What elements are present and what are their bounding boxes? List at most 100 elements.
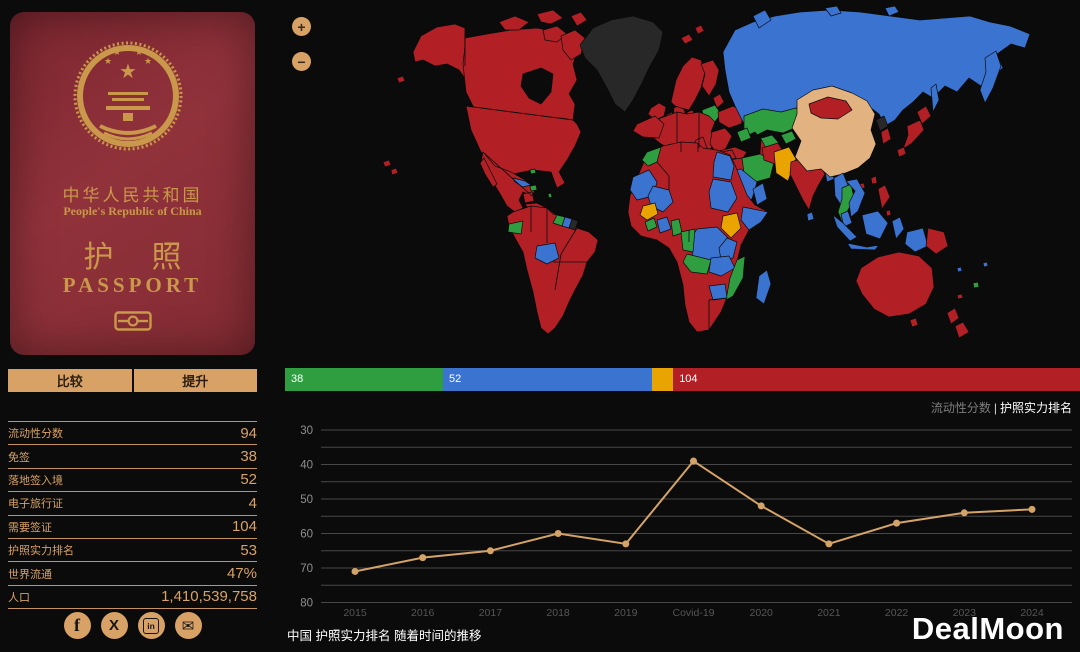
country-angola[interactable] — [682, 253, 712, 275]
chart-point-2022[interactable] — [893, 519, 901, 527]
country-caucasus[interactable] — [736, 127, 752, 143]
country-somalia[interactable] — [740, 206, 769, 231]
country-baltics[interactable] — [712, 93, 725, 109]
country-baja[interactable] — [479, 157, 498, 188]
country-greenland[interactable] — [579, 15, 664, 113]
country-guinea[interactable] — [639, 202, 659, 221]
chart-point-2017[interactable] — [486, 547, 494, 555]
country-kenya[interactable] — [720, 212, 742, 239]
country-balkans[interactable] — [709, 127, 733, 156]
country-yucatan[interactable] — [522, 191, 535, 204]
country-new-zealand-south[interactable] — [954, 321, 970, 339]
country-french-guiana[interactable] — [568, 218, 579, 231]
country-egypt[interactable] — [712, 151, 735, 181]
country-arctic-1[interactable] — [498, 15, 530, 31]
country-australia[interactable] — [855, 251, 935, 318]
country-severnaya[interactable] — [824, 5, 842, 17]
legend-mobility[interactable]: 流动性分数 — [930, 401, 991, 415]
country-iceland[interactable] — [647, 102, 667, 121]
country-vietnam[interactable] — [845, 178, 866, 218]
chart-point-2018[interactable] — [554, 530, 562, 537]
country-south-korea[interactable] — [880, 127, 892, 145]
bar-segment-visa_on_arrival[interactable]: 52 — [443, 368, 653, 391]
country-kyrgyzstan[interactable] — [780, 130, 797, 145]
country-west-papua[interactable] — [904, 227, 929, 253]
country-mozambique[interactable] — [725, 255, 746, 301]
country-java[interactable] — [846, 242, 880, 251]
country-fiji[interactable] — [972, 281, 980, 289]
country-hispaniola[interactable] — [529, 184, 538, 192]
bar-segment-eta[interactable] — [652, 368, 674, 391]
country-sierra-leone[interactable] — [644, 217, 658, 232]
country-hawaii[interactable] — [382, 159, 392, 168]
linkedin-icon[interactable]: in — [137, 612, 165, 639]
chart-point-2016[interactable] — [419, 554, 427, 562]
country-arctic-2[interactable] — [536, 9, 564, 25]
country-finland[interactable] — [700, 59, 720, 97]
country-baffin[interactable] — [560, 29, 586, 61]
country-gabon-congo[interactable] — [680, 228, 696, 253]
country-new-siberian[interactable] — [884, 5, 900, 17]
country-aleutian-1[interactable] — [396, 75, 406, 84]
chart-point-Covid-19[interactable] — [690, 457, 697, 465]
chart-point-2015[interactable] — [351, 567, 359, 575]
chart-point-2019[interactable] — [622, 540, 630, 548]
country-philippines[interactable] — [877, 184, 891, 210]
bar-segment-visa_free[interactable]: 38 — [285, 368, 443, 391]
country-kamchatka[interactable] — [979, 50, 1002, 104]
country-tasmania[interactable] — [909, 317, 919, 328]
country-hudson-bay[interactable] — [520, 67, 554, 105]
country-svalbard-2[interactable] — [694, 24, 705, 35]
chart-point-2020[interactable] — [757, 502, 765, 510]
x-twitter-icon[interactable]: X — [100, 612, 128, 639]
svg-text:★: ★ — [104, 56, 112, 66]
country-sumatra[interactable] — [832, 214, 858, 242]
map-zoom-out-button[interactable]: − — [292, 52, 311, 71]
country-kyushu[interactable] — [896, 146, 907, 158]
country-hawaii-2[interactable] — [390, 167, 399, 176]
country-ecuador[interactable] — [507, 220, 524, 235]
map-zoom-in-button[interactable]: + — [292, 17, 311, 36]
country-taiwan[interactable] — [870, 175, 878, 185]
country-mongolia[interactable] — [808, 96, 853, 120]
country-iberia[interactable] — [632, 115, 665, 139]
country-arctic-4[interactable] — [570, 11, 588, 27]
country-bolivia[interactable] — [534, 242, 560, 265]
country-novaya-zemlya[interactable] — [752, 9, 772, 29]
facebook-icon[interactable]: f — [63, 612, 91, 639]
country-pacific-1[interactable] — [956, 266, 963, 273]
country-honshu[interactable] — [902, 119, 925, 150]
country-sri-lanka[interactable] — [806, 211, 815, 222]
legend-rank[interactable]: 护照实力排名 — [999, 401, 1072, 415]
stat-world-reach: 世界流通 47% — [8, 562, 257, 586]
x-tick-label: 2024 — [1020, 607, 1044, 619]
country-lesser-antilles[interactable] — [547, 192, 553, 199]
country-morocco[interactable] — [641, 146, 662, 167]
chart-point-2023[interactable] — [960, 509, 968, 517]
world-map[interactable] — [285, 0, 1080, 360]
country-norway-sweden[interactable] — [670, 56, 706, 111]
bar-segment-visa_required[interactable]: 104 — [673, 368, 1080, 391]
email-icon[interactable]: ✉ — [174, 612, 202, 639]
country-zambia[interactable] — [708, 255, 736, 277]
compare-button[interactable]: 比较 — [8, 369, 132, 392]
country-sakhalin[interactable] — [930, 83, 940, 113]
country-sulawesi[interactable] — [891, 216, 905, 240]
country-madagascar[interactable] — [755, 269, 772, 305]
country-papua-new-guinea[interactable] — [925, 227, 949, 255]
country-sudan[interactable] — [708, 178, 738, 213]
country-philippines-2[interactable] — [885, 209, 892, 217]
country-north-korea[interactable] — [875, 115, 889, 132]
country-bahamas[interactable] — [529, 168, 537, 175]
country-svalbard-1[interactable] — [680, 33, 694, 45]
country-cuba[interactable] — [512, 177, 532, 188]
country-ivory-coast[interactable] — [656, 216, 672, 234]
chart-point-2021[interactable] — [825, 540, 833, 548]
country-new-zealand-north[interactable] — [946, 307, 960, 325]
country-oman[interactable] — [752, 182, 768, 206]
country-pacific-2[interactable] — [982, 261, 989, 268]
country-borneo[interactable] — [861, 210, 889, 240]
country-new-caledonia[interactable] — [956, 293, 964, 300]
chart-point-2024[interactable] — [1028, 505, 1036, 513]
improve-button[interactable]: 提升 — [133, 369, 257, 392]
